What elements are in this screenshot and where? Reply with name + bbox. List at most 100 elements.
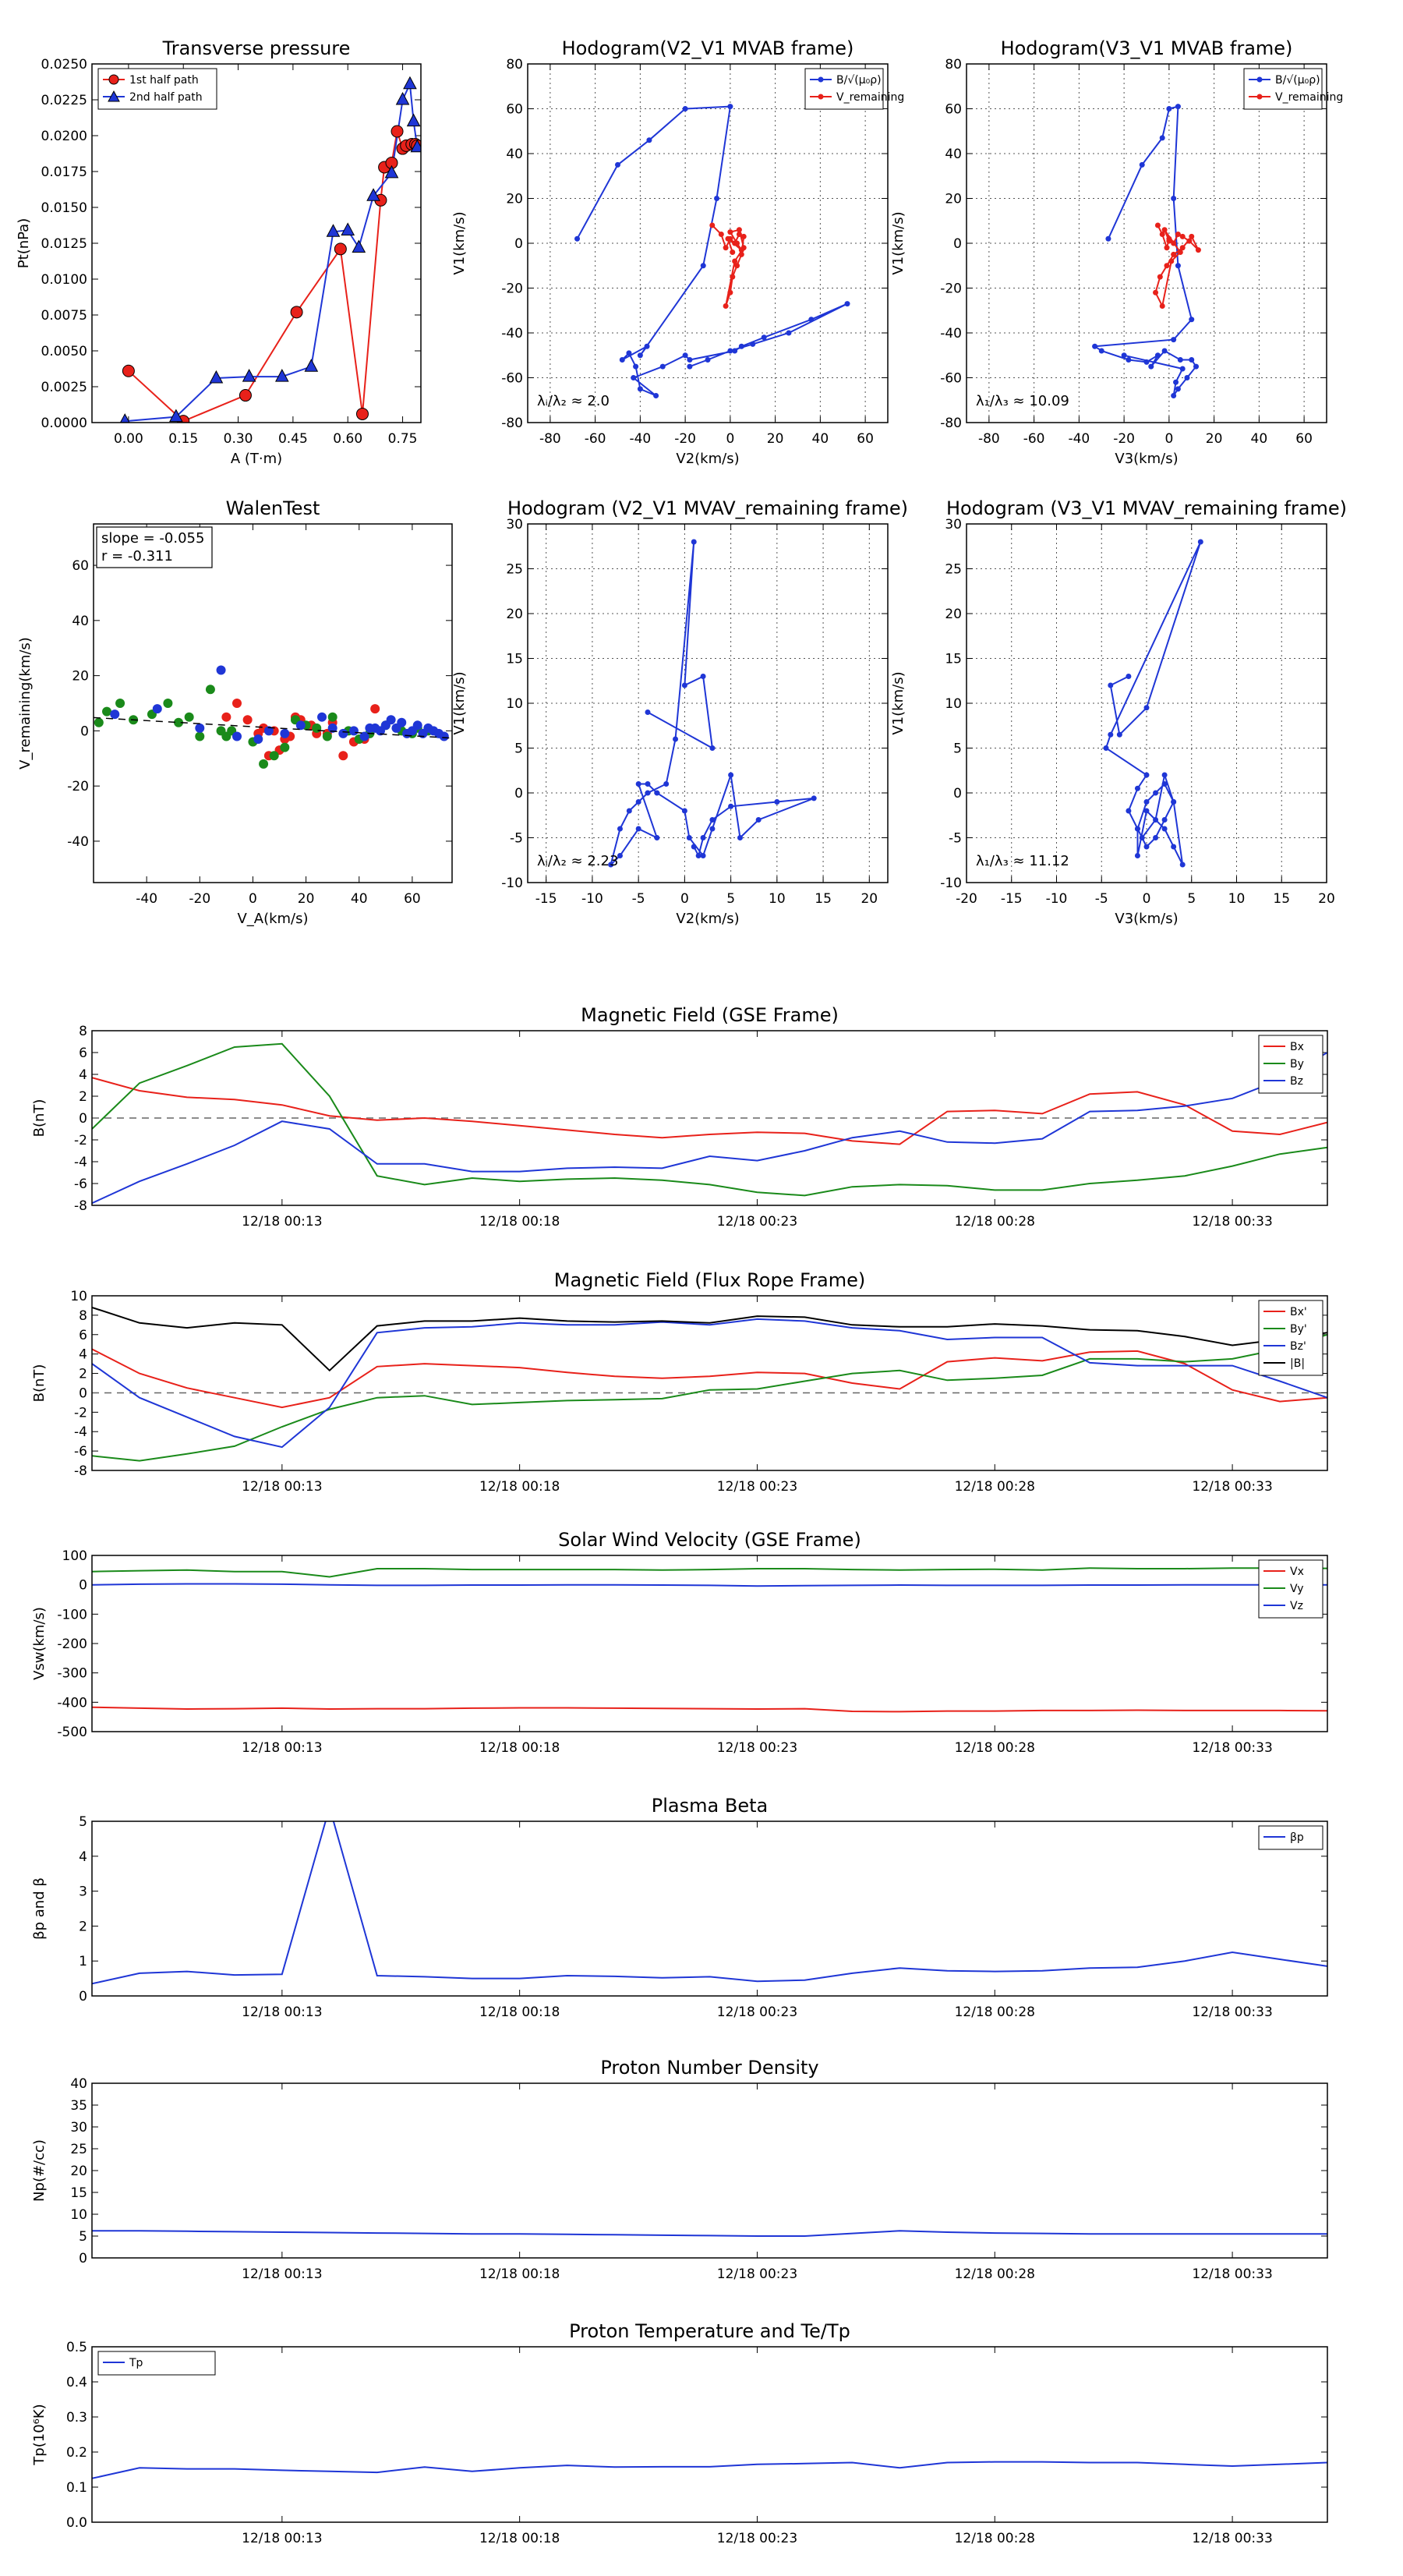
data-point — [709, 817, 716, 823]
data-point — [366, 188, 380, 201]
legend-label: B/√(μ₀ρ) — [836, 74, 882, 87]
axes-frame — [91, 1821, 1328, 1997]
data-point — [681, 682, 687, 688]
x-tick-label: 12/18 00:28 — [955, 2005, 1035, 2020]
x-tick-label: 12/18 00:13 — [242, 1740, 322, 1756]
chart-h4: Hodogram (V3_V1 MVAV_remaining frame) -10… — [890, 497, 1347, 927]
plot-area — [92, 1306, 1327, 1462]
data-point — [1143, 799, 1150, 805]
y-tick-label: 20 — [506, 192, 523, 207]
data-point — [723, 245, 729, 251]
data-point — [355, 407, 369, 420]
fit-line — [94, 717, 452, 739]
chart-title: WalenTest — [226, 497, 320, 519]
y-tick-label: 0.0 — [66, 2515, 87, 2531]
stats-line: r = -0.311 — [101, 548, 173, 564]
legend-label: V_remaining — [836, 91, 904, 104]
legend-label: 1st half path — [129, 74, 199, 87]
y-tick-label: 0.0075 — [41, 308, 87, 324]
x-tick-label: 12/18 00:23 — [717, 1479, 797, 1495]
y-tick-label: 1 — [79, 1954, 87, 1969]
series-line-0 — [92, 1706, 1327, 1713]
x-tick-label: -5 — [632, 891, 645, 907]
data-point — [654, 790, 660, 796]
x-tick-label: 0.00 — [114, 431, 143, 447]
data-point — [290, 306, 303, 319]
chart-h1: Hodogram(V2_V1 MVAB frame) -80 -60 -40 -20 0 2… — [451, 37, 904, 467]
series-line-3 — [92, 1306, 1327, 1372]
data-point — [1143, 772, 1150, 778]
data-point — [728, 772, 734, 778]
data-point — [1098, 348, 1104, 354]
y-tick-label: -80 — [501, 416, 523, 431]
legend-label: Bx' — [1290, 1306, 1307, 1318]
x-tick-label: -10 — [581, 891, 603, 907]
data-point — [727, 289, 733, 295]
data-point — [338, 728, 348, 738]
data-point — [615, 161, 620, 168]
series-line-0 — [1104, 541, 1202, 865]
legend: B/√(μ₀ρ) V_remaining — [1243, 68, 1343, 110]
data-point — [574, 235, 581, 242]
x-tick-label: 0 — [249, 891, 257, 907]
x-tick-label: -20 — [674, 431, 696, 447]
data-point — [317, 712, 327, 722]
data-point — [645, 790, 651, 796]
data-point — [386, 715, 396, 725]
data-point — [728, 803, 734, 809]
chart-walen: WalenTest -40 -20 0 20 40 60 -40 -20 0 20 40 60 V_A(k… — [17, 497, 453, 927]
data-point — [786, 330, 792, 336]
legend-label: Bz' — [1290, 1340, 1306, 1353]
data-point — [1189, 357, 1195, 363]
data-point — [152, 704, 162, 714]
data-point — [163, 699, 173, 708]
chart-title: Proton Temperature and Te/Tp — [569, 2320, 850, 2342]
data-point — [1126, 674, 1132, 679]
y-tick-label: 6 — [79, 1046, 87, 1061]
y-tick-label: 25 — [945, 562, 962, 578]
x-tick-label: 12/18 00:13 — [242, 2005, 322, 2020]
data-point — [645, 781, 651, 787]
x-tick-label: 12/18 00:13 — [242, 1214, 322, 1230]
series-line-0 — [92, 1077, 1327, 1145]
x-tick-label: 12/18 00:33 — [1192, 2005, 1272, 2020]
y-axis-label: Pt(nPa) — [16, 218, 32, 268]
chart-title: Hodogram(V2_V1 MVAB frame) — [562, 37, 854, 59]
data-point — [1159, 303, 1165, 309]
data-point — [242, 369, 256, 382]
x-tick-label: -80 — [539, 431, 561, 447]
y-tick-label: 0 — [79, 1578, 87, 1594]
series-line-1 — [125, 81, 419, 423]
data-point — [1164, 245, 1170, 251]
data-point — [1171, 799, 1177, 805]
y-tick-label: 35 — [70, 2098, 87, 2114]
x-tick-label: 12/18 00:18 — [479, 2266, 560, 2282]
chart-title: Magnetic Field (Flux Rope Frame) — [554, 1269, 865, 1291]
y-tick-label: 0.0050 — [41, 344, 87, 359]
x-tick-label: 12/18 00:18 — [479, 1740, 560, 1756]
data-point — [1161, 826, 1168, 832]
data-point — [169, 409, 183, 423]
data-point — [663, 781, 670, 787]
data-point — [1134, 853, 1140, 858]
y-tick-label: 0 — [80, 724, 89, 739]
data-point — [1108, 682, 1114, 688]
plot-area — [92, 1567, 1327, 1713]
axes-frame — [91, 2346, 1328, 2523]
data-point — [1161, 227, 1168, 233]
data-point — [738, 343, 744, 349]
y-tick-label: 0.0100 — [41, 272, 87, 288]
x-tick-label: 12/18 00:28 — [955, 1740, 1035, 1756]
data-point — [1175, 386, 1181, 392]
y-tick-label: 0.3 — [66, 2410, 87, 2426]
x-tick-label: -80 — [978, 431, 1000, 447]
data-point — [232, 699, 242, 708]
data-point — [327, 723, 337, 733]
data-point — [732, 258, 738, 264]
x-tick-label: 0 — [726, 431, 734, 447]
y-tick-label: 0.2 — [66, 2445, 87, 2461]
chart-title: Proton Number Density — [600, 2057, 818, 2079]
data-point — [391, 125, 404, 138]
x-tick-label: 20 — [861, 891, 878, 907]
data-point — [322, 731, 332, 741]
